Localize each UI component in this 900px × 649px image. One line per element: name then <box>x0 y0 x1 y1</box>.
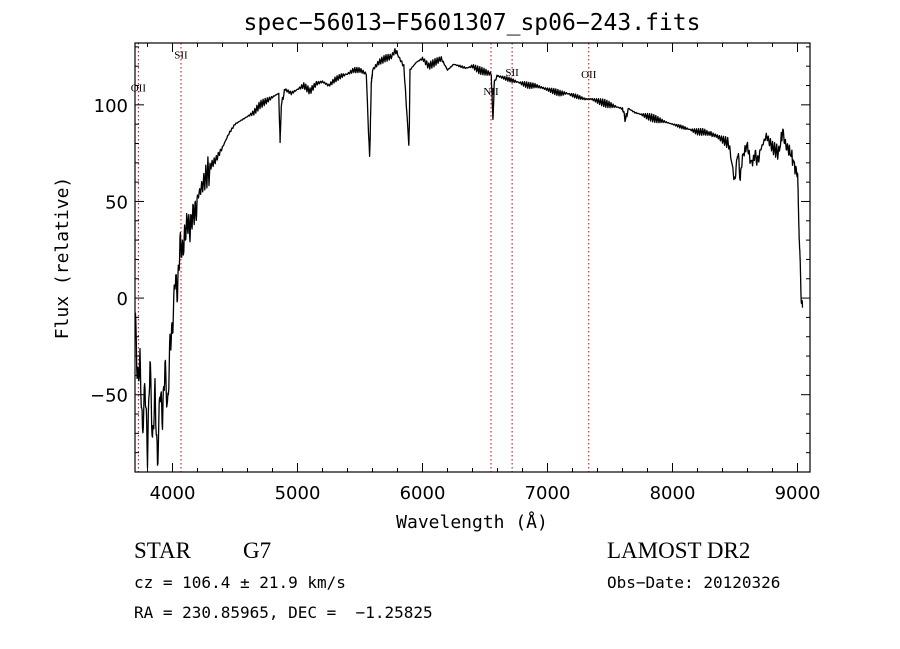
emission-line-label: NII <box>483 86 499 98</box>
emission-line-label: OII <box>131 82 147 94</box>
emission-line-label: OII <box>581 69 597 81</box>
object-subclass: G7 <box>243 538 272 563</box>
y-tick-label: 100 <box>94 96 128 117</box>
observation-date: Obs−Date: 20120326 <box>607 573 781 592</box>
y-axis-ticks: −50 0 50 100 <box>90 46 810 454</box>
emission-line-label: SII <box>174 49 188 61</box>
y-tick-label: 50 <box>105 192 128 213</box>
x-tick-label: 5000 <box>275 483 321 504</box>
x-tick-label: 9000 <box>775 483 821 504</box>
y-tick-label: 0 <box>117 289 128 310</box>
emission-line-label: SII <box>505 67 519 79</box>
coordinates-text: RA = 230.85965, DEC = −1.25825 <box>134 603 433 622</box>
spectrum-line <box>134 48 804 469</box>
redshift-text: cz = 106.4 ± 21.9 km/s <box>134 573 346 592</box>
emission-line-markers <box>137 43 590 472</box>
x-axis-label: Wavelength (Å) <box>396 511 548 533</box>
plot-frame <box>134 42 811 473</box>
chart-title: spec−56013−F5601307_sp06−243.fits <box>244 10 701 36</box>
y-tick-label: −50 <box>90 386 128 407</box>
survey-label: LAMOST DR2 <box>607 538 751 563</box>
x-tick-label: 4000 <box>150 483 196 504</box>
x-axis-ticks: 4000 5000 6000 7000 8000 9000 <box>147 43 821 504</box>
object-class: STAR <box>134 538 191 563</box>
x-tick-label: 8000 <box>650 483 696 504</box>
x-tick-label: 7000 <box>525 483 571 504</box>
x-tick-label: 6000 <box>400 483 446 504</box>
y-axis-label: Flux (relative) <box>52 177 73 340</box>
